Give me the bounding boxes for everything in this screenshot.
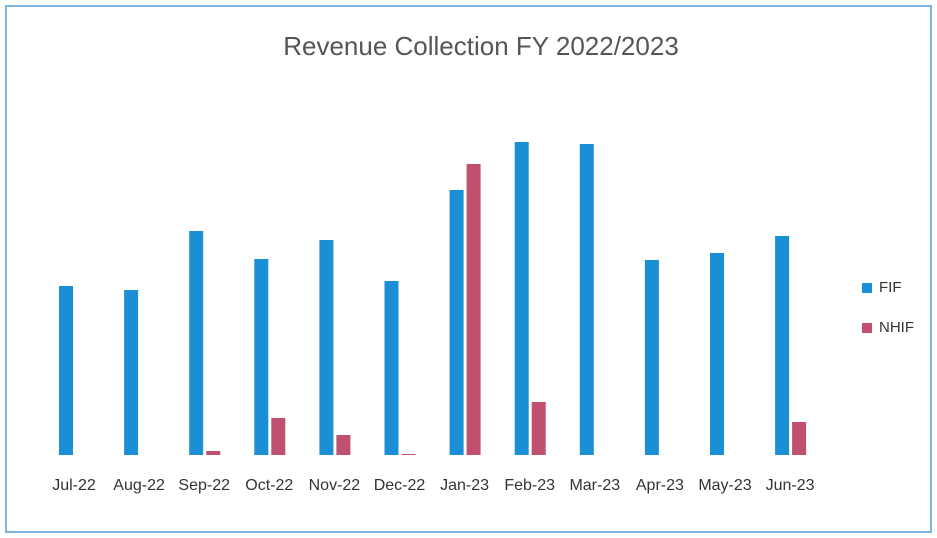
bar: [271, 418, 286, 455]
bar: [319, 240, 334, 455]
x-tick-label: Jul-22: [52, 477, 96, 494]
bar: [710, 253, 724, 455]
bar: [514, 142, 529, 455]
legend-label: NHIF: [879, 319, 914, 336]
x-tick-label: Apr-23: [636, 477, 684, 494]
bar: [466, 164, 481, 455]
x-tick-label: May-23: [698, 477, 751, 494]
x-tick-label: Dec-22: [374, 477, 426, 494]
bar: [336, 435, 351, 455]
bar: [206, 451, 221, 455]
legend-label: FIF: [879, 279, 902, 296]
legend-swatch: [862, 323, 872, 333]
x-tick-label: Mar-23: [569, 477, 620, 494]
bar: [644, 260, 659, 455]
x-tick-label: Aug-22: [113, 477, 165, 494]
chart-title: Revenue Collection FY 2022/2023: [283, 31, 679, 61]
bar: [384, 281, 399, 455]
x-tick-label: Jun-23: [766, 477, 815, 494]
x-tick-label: Jan-23: [440, 477, 489, 494]
bar: [59, 286, 73, 455]
legend-swatch: [862, 283, 872, 293]
x-tick-label: Nov-22: [309, 477, 361, 494]
bar: [579, 144, 594, 455]
bar: [401, 454, 416, 455]
bar: [124, 290, 139, 455]
bar: [531, 402, 546, 455]
x-tick-label: Feb-23: [504, 477, 555, 494]
bar: [189, 231, 204, 455]
bar: [792, 422, 807, 455]
bar: [254, 259, 269, 455]
bar: [449, 190, 464, 455]
x-tick-label: Oct-22: [245, 477, 293, 494]
x-tick-label: Sep-22: [178, 477, 230, 494]
bar: [775, 236, 790, 455]
